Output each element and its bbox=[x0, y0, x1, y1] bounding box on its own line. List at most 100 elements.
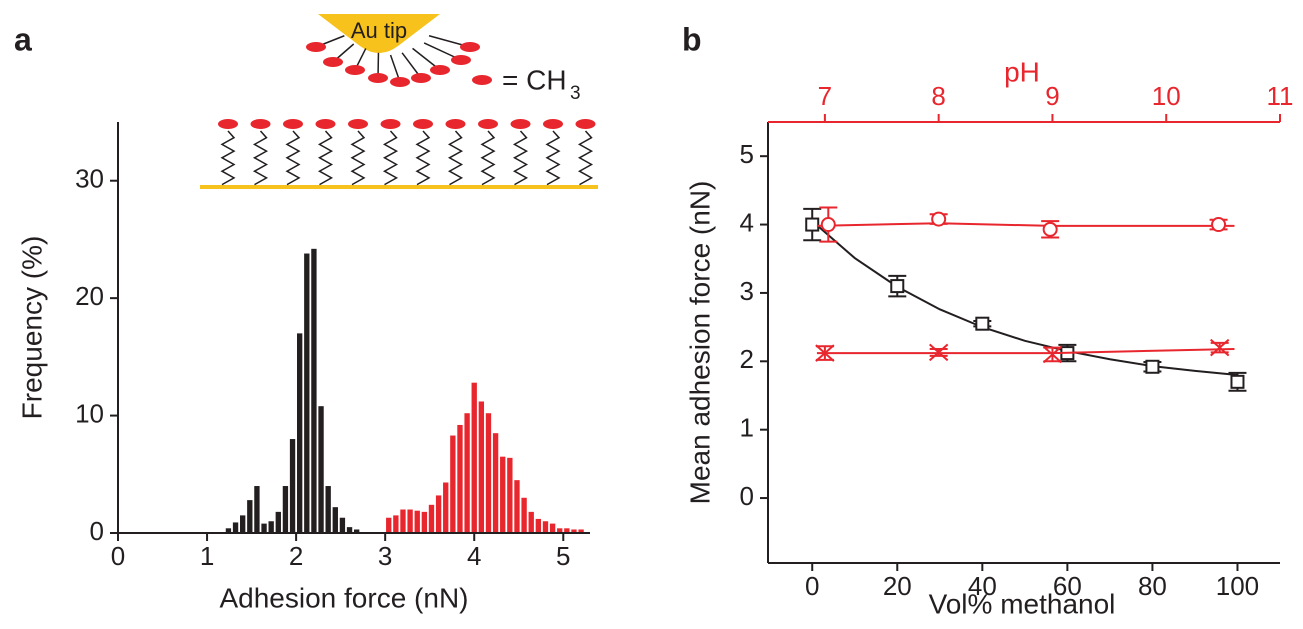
marker bbox=[975, 316, 990, 331]
fit-line bbox=[811, 220, 1238, 376]
bar bbox=[450, 435, 456, 533]
alkyl-chain bbox=[252, 130, 269, 186]
alkyl-chain bbox=[317, 130, 334, 186]
alkyl-chain bbox=[382, 130, 399, 186]
panel-label: a bbox=[14, 21, 32, 57]
marker bbox=[805, 217, 820, 232]
x-tick-label: 60 bbox=[1053, 571, 1082, 601]
bar bbox=[304, 253, 310, 533]
methyl-symbol bbox=[472, 75, 492, 85]
y-tick-label: 1 bbox=[740, 413, 754, 443]
bar bbox=[478, 401, 485, 533]
bar bbox=[268, 521, 274, 533]
bar bbox=[514, 480, 520, 533]
bar bbox=[571, 529, 577, 533]
methyl-group bbox=[478, 119, 498, 129]
panel-label: b bbox=[682, 21, 702, 57]
bar bbox=[325, 486, 331, 533]
methyl-group bbox=[348, 119, 368, 129]
bar bbox=[254, 486, 260, 533]
bar bbox=[485, 413, 492, 533]
marker bbox=[1210, 338, 1230, 357]
x-axis-label: Adhesion force (nN) bbox=[219, 582, 468, 613]
methyl-group bbox=[460, 42, 480, 52]
y-tick-label: 30 bbox=[75, 164, 104, 194]
methyl-group bbox=[368, 73, 388, 83]
bar bbox=[282, 486, 289, 533]
alkyl-chain bbox=[447, 130, 464, 186]
bar bbox=[549, 523, 556, 533]
alkyl-chain bbox=[577, 130, 594, 186]
bar bbox=[232, 522, 239, 533]
x-tick-label: 100 bbox=[1216, 571, 1259, 601]
bar bbox=[507, 457, 513, 533]
alkyl-chain bbox=[350, 130, 366, 186]
bar bbox=[332, 507, 338, 533]
bar bbox=[464, 413, 470, 533]
x-tick-label: 1 bbox=[200, 541, 214, 571]
legend-subscript: 3 bbox=[570, 83, 581, 104]
x2-axis-label: pH bbox=[1004, 56, 1040, 87]
bar bbox=[407, 509, 413, 533]
bar bbox=[339, 517, 346, 533]
bar bbox=[428, 504, 435, 533]
bar bbox=[289, 439, 296, 533]
bar bbox=[535, 518, 542, 533]
fit-line bbox=[816, 347, 1235, 355]
bar bbox=[471, 382, 477, 533]
x-tick-label: 20 bbox=[883, 571, 912, 601]
bar bbox=[542, 521, 549, 533]
tip-label: Au tip bbox=[351, 18, 407, 43]
bar bbox=[311, 248, 317, 533]
x-tick-label: 0 bbox=[111, 541, 125, 571]
alkyl-chain bbox=[480, 130, 496, 186]
fit-line bbox=[816, 222, 1235, 227]
x2-tick-label: 7 bbox=[818, 81, 832, 111]
bar bbox=[435, 495, 442, 533]
methyl-group bbox=[411, 73, 431, 83]
bar bbox=[400, 509, 406, 533]
x-tick-label: 4 bbox=[467, 541, 481, 571]
bar bbox=[261, 523, 267, 533]
x-axis-label: Vol% methanol bbox=[929, 588, 1116, 619]
x-tick-label: 2 bbox=[289, 541, 303, 571]
marker bbox=[1230, 374, 1245, 389]
alkyl-chain bbox=[545, 130, 561, 186]
x-tick-label: 80 bbox=[1138, 571, 1167, 601]
methyl-group bbox=[390, 77, 410, 87]
y-tick-label: 3 bbox=[740, 276, 754, 306]
marker bbox=[1211, 217, 1227, 233]
methyl-group bbox=[218, 119, 238, 129]
bar bbox=[354, 529, 360, 533]
x-tick-label: 40 bbox=[968, 571, 997, 601]
bar bbox=[386, 517, 392, 533]
methyl-group bbox=[323, 57, 343, 67]
legend-text: = CH bbox=[502, 64, 567, 95]
marker bbox=[1145, 359, 1160, 374]
methyl-group bbox=[345, 65, 365, 75]
x2-tick-label: 11 bbox=[1267, 81, 1294, 111]
bar bbox=[457, 424, 463, 533]
marker bbox=[820, 217, 836, 233]
x2-tick-label: 10 bbox=[1152, 81, 1181, 111]
bar bbox=[225, 528, 232, 533]
y-tick-label: 5 bbox=[740, 139, 754, 169]
marker bbox=[1042, 221, 1058, 237]
y-axis-label: Frequency (%) bbox=[16, 236, 47, 420]
marker bbox=[890, 279, 905, 294]
bar bbox=[318, 406, 324, 533]
methyl-group bbox=[575, 119, 596, 129]
y-tick-label: 20 bbox=[75, 281, 104, 311]
bar bbox=[528, 511, 534, 533]
methyl-group bbox=[543, 119, 563, 129]
methyl-group bbox=[380, 119, 401, 129]
bar bbox=[393, 515, 399, 533]
methyl-group bbox=[413, 119, 433, 129]
marker bbox=[815, 344, 835, 362]
alkyl-chain bbox=[415, 130, 431, 186]
methyl-group bbox=[445, 119, 466, 129]
marker bbox=[1042, 345, 1063, 364]
y-tick-label: 2 bbox=[740, 344, 754, 374]
bar bbox=[578, 529, 584, 533]
